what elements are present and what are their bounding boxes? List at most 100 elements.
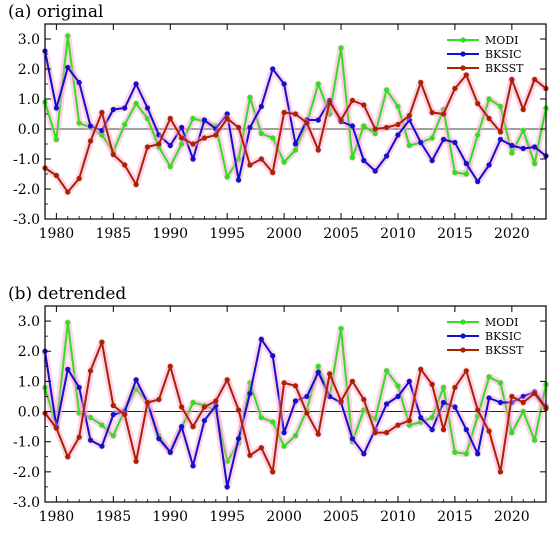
- x-tick-label: 2020: [494, 509, 530, 525]
- panel-original: (a) original -3.0 -2.0 -1.0 0.0 1.0 2.0 3.0 1980…: [8, 2, 550, 242]
- data-point: [247, 94, 253, 101]
- data-point: [509, 150, 515, 156]
- y-tick-label: 1.0: [18, 92, 40, 108]
- data-point: [270, 469, 276, 475]
- data-point: [133, 181, 139, 188]
- x-tick-label: 1995: [209, 509, 245, 525]
- x-tick-label: 2020: [494, 226, 530, 242]
- data-point: [452, 449, 458, 455]
- legend-label: MODI: [485, 316, 518, 329]
- legend-label: BKSST: [485, 344, 524, 357]
- data-point: [315, 147, 321, 153]
- data-point: [53, 425, 59, 431]
- data-point: [372, 430, 378, 436]
- data-point: [418, 79, 424, 86]
- series-bksst: [42, 71, 549, 196]
- y-tick-label: -2.0: [13, 465, 40, 481]
- data-point: [304, 120, 310, 126]
- series-bksst: [42, 338, 549, 476]
- data-point: [429, 135, 435, 141]
- data-point: [486, 428, 492, 434]
- legend-marker: [460, 319, 466, 325]
- x-tick-label: 2000: [266, 509, 302, 525]
- data-point: [167, 163, 173, 170]
- x-tick-label: 1985: [95, 226, 131, 242]
- data-point: [292, 398, 299, 404]
- x-tick-label: 1990: [152, 226, 188, 242]
- data-point: [247, 162, 253, 168]
- data-point: [281, 109, 287, 116]
- data-point: [167, 115, 173, 122]
- data-point: [281, 81, 287, 87]
- data-point: [281, 443, 287, 449]
- data-point: [509, 393, 515, 400]
- data-point: [156, 396, 162, 403]
- data-point: [281, 380, 287, 386]
- data-point: [361, 123, 367, 129]
- data-point: [520, 393, 526, 400]
- data-point: [179, 424, 185, 430]
- series-modi: [41, 32, 550, 181]
- data-point: [315, 363, 321, 369]
- data-point: [292, 147, 299, 153]
- data-point: [76, 434, 82, 440]
- data-point: [133, 100, 139, 107]
- data-point: [110, 151, 116, 158]
- data-point: [213, 132, 219, 138]
- data-point: [213, 126, 219, 132]
- data-point: [440, 384, 447, 391]
- data-point: [395, 132, 401, 138]
- data-point: [338, 45, 344, 51]
- data-point: [372, 130, 378, 137]
- data-point: [65, 366, 71, 372]
- data-point: [65, 64, 71, 71]
- data-point: [372, 126, 378, 132]
- data-point: [179, 141, 185, 147]
- data-point: [213, 398, 219, 404]
- data-point: [497, 103, 504, 110]
- data-point: [452, 384, 458, 391]
- data-point: [475, 451, 481, 457]
- data-point: [235, 436, 242, 442]
- data-point: [520, 408, 526, 415]
- data-point: [349, 123, 356, 129]
- data-point: [53, 105, 59, 111]
- data-point: [315, 117, 321, 123]
- data-point: [270, 419, 276, 425]
- data-point: [315, 81, 321, 87]
- data-point: [475, 178, 481, 185]
- data-point: [429, 414, 435, 421]
- data-point: [99, 109, 105, 116]
- series-bksic: [41, 335, 549, 491]
- data-point: [361, 102, 367, 108]
- data-point: [463, 171, 469, 177]
- data-point: [406, 112, 412, 119]
- data-point: [452, 169, 458, 176]
- data-point: [122, 411, 128, 418]
- legend-label: MODI: [485, 34, 518, 47]
- data-point: [122, 121, 128, 128]
- legend-marker: [460, 347, 466, 353]
- data-point: [87, 437, 94, 443]
- data-point: [270, 353, 276, 359]
- data-point: [304, 410, 310, 416]
- data-point: [133, 386, 139, 392]
- data-point: [349, 436, 356, 442]
- data-point: [349, 154, 356, 161]
- data-point: [110, 411, 116, 418]
- data-point: [475, 132, 481, 138]
- data-point: [99, 132, 105, 138]
- y-tick-label: 2.0: [18, 344, 40, 360]
- data-point: [292, 111, 299, 117]
- data-point: [418, 419, 424, 425]
- data-point: [486, 115, 492, 122]
- data-point: [452, 85, 458, 92]
- data-point: [76, 384, 82, 391]
- data-point: [224, 458, 230, 464]
- x-tick-label: 1985: [95, 509, 131, 525]
- data-point: [383, 87, 390, 93]
- x-tick-label: 1995: [209, 226, 245, 242]
- x-tick-label: 2005: [323, 509, 359, 525]
- data-point: [440, 427, 447, 433]
